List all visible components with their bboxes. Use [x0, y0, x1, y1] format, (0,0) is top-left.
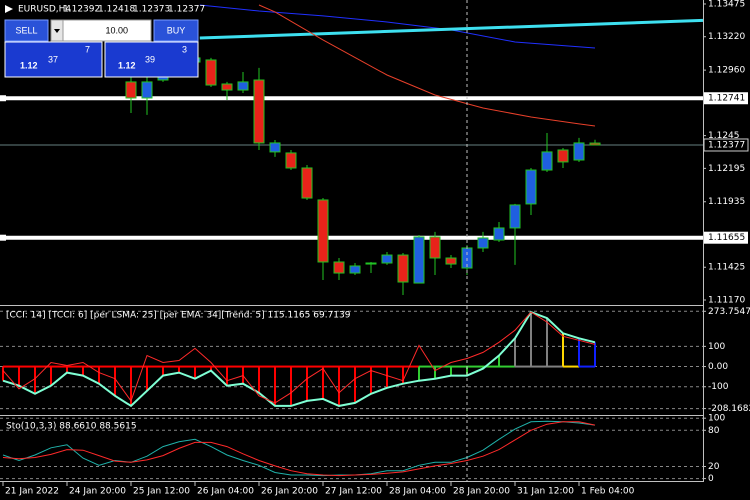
x-tick-label: 26 Jan 20:00 [261, 487, 318, 497]
lots-value: 10.00 [105, 25, 128, 35]
x-tick-label: 24 Jan 20:00 [69, 487, 126, 497]
indicator-line [2, 421, 596, 477]
bid-main: 37 [48, 54, 58, 64]
h-line-handle [0, 95, 6, 102]
x-tick-label: 28 Jan 04:00 [389, 487, 446, 497]
indicator-line [2, 310, 596, 408]
ohlc-close: 1.12377 [168, 5, 205, 15]
candle-body [205, 59, 217, 86]
y-tick-label: 80 [708, 426, 720, 436]
candle-body [301, 167, 313, 199]
candle-body [493, 227, 505, 241]
y-tick-label: 1.11935 [708, 197, 745, 207]
candle-body [573, 142, 585, 161]
candle-body [589, 142, 601, 146]
cci-title: [CCI: 14] [TCCI: 6] [per LSMA: 25] [per … [6, 311, 351, 321]
y-tick-label: -208.1682 [708, 404, 750, 414]
ohlc-open: 1.12392 [63, 5, 100, 15]
lots-input[interactable] [50, 19, 152, 42]
sell-button[interactable] [4, 19, 49, 42]
candle-body [397, 254, 409, 283]
y-tick-label: 1.13475 [708, 0, 745, 9]
candle-body [141, 81, 153, 99]
bid-small: 7 [85, 44, 90, 54]
x-tick-label: 27 Jan 12:00 [325, 487, 382, 497]
indicator-line [258, 4, 596, 127]
y-tick-label: 1.11425 [708, 263, 745, 273]
y-tick-label: 1.13220 [708, 32, 745, 42]
y-tick-label: 1.12195 [708, 164, 745, 174]
ask-small: 3 [182, 44, 187, 54]
x-tick-label: 31 Jan 12:00 [517, 487, 574, 497]
indicator-line [2, 311, 596, 404]
candle-body [237, 81, 249, 91]
x-tick-label: 21 Jan 2022 [5, 487, 59, 497]
x-tick-label: 28 Jan 20:00 [453, 487, 510, 497]
buy-label: BUY [167, 25, 186, 35]
symbol-icon [5, 5, 13, 13]
current-price-label: 1.12377 [708, 140, 745, 150]
ohlc-high: 1.12418 [98, 5, 135, 15]
ask-main: 39 [145, 54, 155, 64]
y-tick-label: 273.7547 [708, 307, 750, 317]
candle-body [525, 169, 537, 205]
price-label: 1.11655 [708, 233, 745, 243]
sell-label: SELL [15, 25, 37, 35]
y-tick-label: 0 [708, 474, 714, 484]
x-tick-label: 1 Feb 04:00 [581, 487, 635, 497]
candle-body [333, 261, 345, 274]
panel [0, 310, 703, 410]
y-tick-label: 20 [708, 462, 720, 472]
candle-body [541, 151, 553, 171]
indicator-line [199, 18, 703, 40]
y-tick-label: 1.11170 [708, 295, 745, 305]
y-tick-label: 1.1245 [708, 131, 740, 141]
y-tick-label: 1.12960 [708, 66, 745, 76]
indicator-line [199, 4, 596, 49]
candle-body [221, 83, 233, 91]
bid-box[interactable] [4, 41, 103, 78]
candle-body [413, 236, 425, 284]
h-line-handle [0, 234, 6, 241]
candle-body [349, 265, 361, 274]
candle-body [125, 81, 137, 99]
price-label: 1.12741 [708, 94, 745, 104]
candle-body [509, 204, 521, 229]
candle-body [269, 142, 281, 153]
y-tick-label: -100 [708, 382, 729, 392]
candle-body [365, 262, 377, 265]
candle-body [285, 152, 297, 169]
sto-title: Sto(10,3,3) 88.6610 88.5615 [6, 422, 137, 432]
one-click-trading-panel: SELL 10.00 BUY 1.12 37 7 1.12 39 3 [4, 19, 199, 78]
y-tick-label: 0.00 [708, 362, 728, 372]
candle-body [317, 199, 329, 263]
price-label-box [704, 231, 748, 244]
candle-body [557, 149, 569, 163]
panel [0, 417, 703, 480]
dropdown-arrow [54, 29, 60, 33]
candle-body [477, 237, 489, 249]
ohlc-low: 1.12373 [133, 5, 170, 15]
price-label-box [704, 92, 748, 105]
bid-big: 1.12 [20, 60, 38, 70]
buy-button[interactable] [153, 19, 199, 42]
indicator-line [2, 420, 596, 477]
candle-body [253, 79, 265, 144]
candle-body [429, 236, 441, 259]
x-tick-label: 25 Jan 12:00 [133, 487, 190, 497]
symbol-title: EURUSD,H4 [18, 5, 71, 15]
ask-box[interactable] [104, 41, 199, 78]
candle-body [381, 254, 393, 264]
candle-body [445, 257, 457, 265]
y-tick-label: 100 [708, 414, 725, 424]
ask-big: 1.12 [118, 60, 136, 70]
x-tick-label: 26 Jan 04:00 [197, 487, 254, 497]
y-tick-label: 100 [708, 342, 725, 352]
